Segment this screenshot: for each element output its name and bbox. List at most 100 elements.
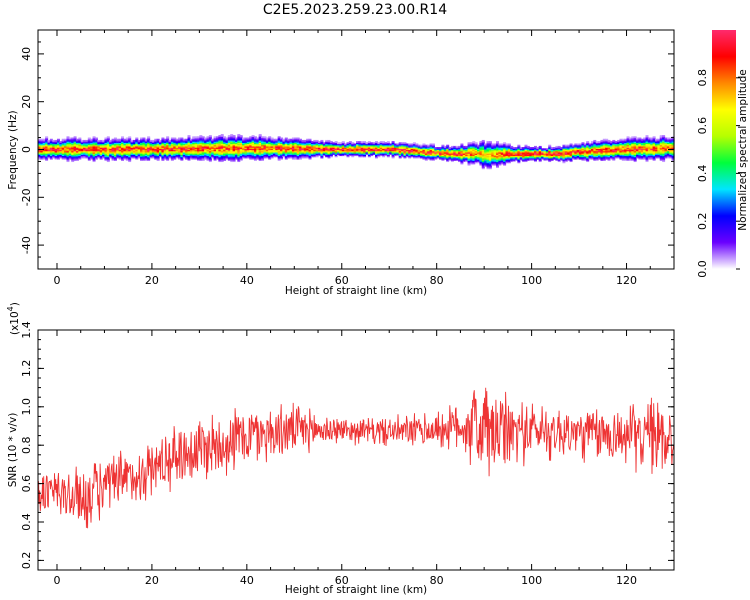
spectrogram-cell: [40, 154, 44, 157]
spectrogram-cell: [187, 157, 191, 160]
spectrogram-cell: [225, 141, 229, 143]
spectrogram-cell: [408, 156, 412, 159]
spectrogram-cell: [277, 150, 281, 153]
spectrogram-cell: [104, 139, 108, 142]
spectrogram-cell: [78, 147, 82, 149]
spectrogram-cell: [61, 147, 65, 149]
spectrogram-cell: [453, 149, 457, 152]
spectrogram-cell: [398, 150, 402, 153]
spectrogram-cell: [446, 148, 450, 151]
spectrogram-cell: [265, 145, 269, 148]
colorbar-gradient: [712, 30, 736, 269]
spectrogram-cell: [557, 159, 561, 161]
spectrogram-cell: [633, 148, 637, 151]
spectrogram-cell: [182, 149, 186, 152]
spectrogram-cell: [75, 159, 79, 161]
spectrogram-cell: [313, 143, 317, 146]
spectrogram-cell: [213, 138, 217, 141]
spectrogram-cell: [104, 156, 108, 159]
spectrogram-cell: [396, 147, 400, 149]
spectrogram-cell: [595, 157, 599, 160]
spectrogram-cell: [118, 148, 122, 151]
spectrogram-cell: [337, 143, 340, 146]
spectrogram-cell: [94, 143, 98, 146]
spectrogram-cell: [571, 151, 575, 154]
spectrogram-cell: [178, 143, 181, 146]
spectrogram-cell: [180, 154, 184, 157]
spectrogram-cell: [460, 159, 464, 161]
spectrogram-cell: [605, 156, 609, 159]
spectrogram-cell: [484, 145, 488, 148]
spectrogram-cell: [239, 157, 243, 160]
spectrogram-cell: [258, 155, 262, 158]
spectrogram-cell: [614, 148, 618, 151]
spectrogram-cell: [204, 138, 208, 141]
spectrogram-cell: [258, 148, 262, 151]
spectrogram-cell: [132, 141, 136, 143]
spectrogram-cell: [71, 159, 75, 161]
spectrogram-cell: [488, 167, 492, 170]
spectrogram-cell: [467, 155, 471, 158]
spectrogram-cell: [531, 153, 535, 155]
spectrogram-cell: [299, 142, 303, 145]
spectrogram-cell: [374, 151, 378, 154]
spectrogram-cell: [258, 156, 262, 159]
spectrogram-cell: [621, 154, 625, 157]
spectrogram-cell: [175, 141, 179, 143]
spectrogram-cell: [180, 153, 184, 155]
spectrogram-cell: [567, 144, 571, 147]
spectrogram-cell: [83, 156, 87, 159]
spectrogram-cell: [258, 143, 262, 146]
spectrogram-cell: [90, 144, 94, 147]
spectrogram-cell: [225, 157, 229, 160]
spectrogram-cell: [265, 147, 269, 149]
spectrogram-cell: [496, 153, 499, 155]
spectrogram-cell: [270, 141, 274, 143]
spectrogram-cell: [598, 142, 602, 145]
spectrogram-cell: [272, 139, 276, 142]
spectrogram-cell: [479, 161, 483, 164]
spectrogram-cell: [168, 145, 172, 148]
spectrogram-cell: [97, 153, 101, 155]
spectrogram-cell: [182, 148, 186, 151]
spectrogram-cell: [277, 157, 281, 160]
spectrogram-cell: [624, 145, 628, 148]
spectrogram-cell: [244, 142, 248, 145]
spectrogram-cell: [75, 145, 79, 148]
spectrogram-cell: [194, 151, 198, 154]
spectrogram-cell: [543, 150, 547, 153]
spectrogram-cell: [71, 155, 75, 158]
spectrogram-cell: [261, 150, 265, 153]
spectrogram-cell: [664, 150, 668, 153]
spectrogram-cell: [308, 147, 312, 149]
spectrogram-cell: [533, 154, 537, 157]
spectrogram-cell: [223, 148, 227, 151]
spectrogram-cell: [280, 148, 284, 151]
spectrogram-cell: [68, 145, 72, 148]
spectrogram-cell: [87, 145, 91, 148]
spectrogram-cell: [130, 155, 134, 158]
spectrogram-cell: [234, 155, 238, 158]
spectrogram-cell: [372, 153, 376, 155]
spectrogram-cell: [458, 151, 462, 154]
spectrogram-cell: [40, 145, 44, 148]
spectrogram-cell: [479, 163, 483, 166]
spectrogram-cell: [334, 149, 338, 152]
spectrogram-cell: [533, 150, 537, 153]
spectrogram-cell: [52, 141, 56, 143]
spectrogram-cell: [128, 142, 132, 145]
spectrogram-cell: [199, 157, 203, 160]
spectrogram-cell: [185, 155, 189, 158]
spectrogram-cell: [633, 156, 637, 159]
spectrogram-cell: [284, 145, 288, 148]
spectrogram-cell: [173, 142, 177, 145]
spectrogram-cell: [173, 154, 177, 157]
spectrogram-cell: [56, 150, 60, 153]
spectrogram-cell: [66, 145, 70, 148]
spectrogram-cell: [166, 151, 170, 154]
spectrogram-cell: [346, 151, 350, 154]
spectrogram-cell: [287, 148, 291, 151]
spectrogram-cell: [647, 151, 651, 154]
spectrogram-cell: [102, 156, 106, 159]
spectrogram-cell: [617, 150, 621, 153]
